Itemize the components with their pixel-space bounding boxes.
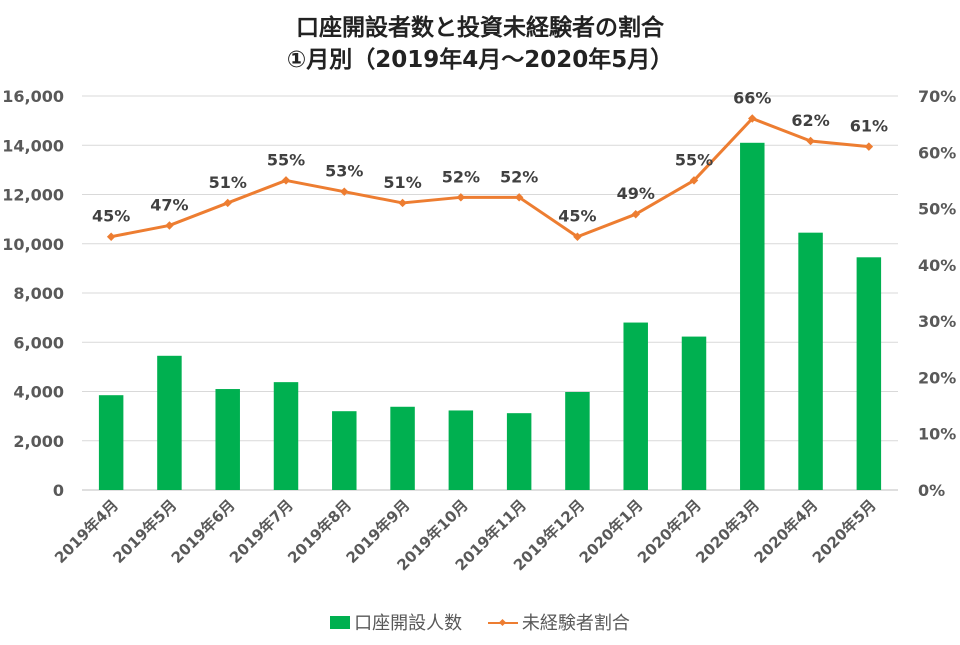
line-series: [110, 117, 870, 239]
y-left-tick-label: 14,000: [2, 136, 64, 155]
y-right-tick-label: 20%: [918, 368, 956, 387]
y-left-tick-label: 12,000: [2, 186, 64, 205]
legend-label-line: 未経験者割合: [521, 613, 630, 634]
line-point: [398, 198, 407, 208]
chart-title: 口座開設者数と投資未経験者の割合: [296, 15, 664, 41]
bar: [98, 395, 124, 490]
y-left-tick-label: 0: [53, 481, 64, 500]
data-label: 53%: [325, 162, 363, 181]
bar: [623, 322, 648, 490]
y-right-tick-label: 60%: [918, 143, 956, 162]
data-label: 51%: [383, 173, 421, 192]
y-left-tick-label: 16,000: [2, 87, 64, 106]
bar: [681, 336, 707, 490]
y-right-tick-label: 50%: [918, 200, 956, 219]
y-right-tick-label: 40%: [918, 256, 956, 275]
y-right-tick-label: 70%: [918, 87, 956, 106]
data-label: 49%: [617, 184, 655, 203]
data-label: 62%: [791, 111, 829, 130]
legend-bar-swatch: [330, 615, 351, 629]
y-left-tick-label: 4,000: [13, 383, 64, 402]
bar: [157, 355, 182, 490]
data-label: 47%: [150, 195, 188, 214]
legend-line-swatch: [487, 616, 518, 629]
line-point: [165, 221, 174, 230]
y-right-tick-label: 30%: [918, 312, 956, 331]
legend-item-line: 未経験者割合: [487, 609, 630, 635]
data-label: 55%: [675, 150, 713, 169]
y-right-tick-label: 0%: [918, 481, 945, 500]
line-point: [106, 232, 116, 241]
y-left-tick-label: 10,000: [2, 235, 64, 254]
data-label: 55%: [267, 150, 305, 169]
legend-item-bars: 口座開設人数: [330, 609, 462, 635]
bar: [332, 411, 357, 490]
legend-label-bars: 口座開設人数: [354, 613, 463, 634]
data-label: 66%: [733, 89, 771, 108]
bar: [856, 257, 882, 490]
line-point: [340, 187, 349, 196]
line-point: [864, 142, 874, 151]
x-tick-label: 2020年5月: [809, 496, 880, 567]
bar: [448, 410, 474, 490]
data-label: 52%: [442, 167, 480, 186]
line-point: [223, 198, 232, 208]
data-label: 51%: [209, 173, 247, 192]
bar: [390, 406, 415, 490]
bar: [273, 382, 299, 490]
data-label: 45%: [558, 207, 596, 226]
bar: [215, 389, 240, 490]
y-left-tick-label: 2,000: [13, 432, 64, 451]
bar: [798, 232, 823, 490]
y-left-tick-label: 6,000: [13, 333, 64, 352]
line-point: [281, 176, 291, 185]
chart-subtitle: ①月別（2019年4月～2020年5月）: [286, 47, 674, 73]
bar: [740, 142, 765, 490]
data-label: 61%: [850, 117, 888, 136]
y-left-tick-label: 8,000: [13, 284, 64, 303]
data-label: 45%: [92, 207, 130, 226]
line-point: [806, 136, 815, 146]
legend: 口座開設人数 未経験者割合: [0, 609, 960, 635]
line-point: [456, 193, 466, 202]
y-right-tick-label: 10%: [918, 425, 956, 444]
bar: [565, 391, 590, 490]
bar: [506, 413, 532, 490]
data-label: 52%: [500, 167, 538, 186]
